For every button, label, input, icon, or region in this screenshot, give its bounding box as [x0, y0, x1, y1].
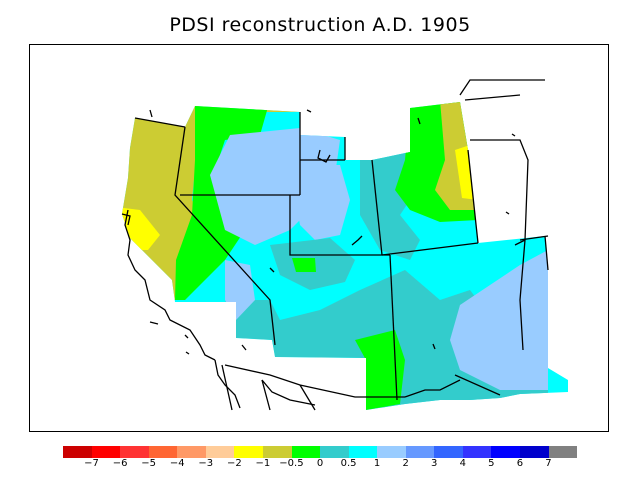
colorbar-swatch	[63, 446, 92, 458]
border-nm-tx	[514, 238, 526, 351]
border-co-north	[381, 242, 479, 256]
border-or-wa	[134, 117, 186, 128]
colorbar-tick-label: 2	[402, 458, 409, 469]
border-az-nm	[389, 254, 398, 401]
fill-value-minus2	[122, 205, 160, 250]
colorbar-tick-label: 5	[488, 458, 495, 469]
border-dakota	[470, 139, 529, 241]
island-10	[432, 343, 436, 350]
island-4	[511, 133, 516, 137]
colorbar-tick-label: 3	[431, 458, 438, 469]
colorbar-swatch	[177, 446, 206, 458]
colorbar-swatch	[548, 446, 578, 458]
island-8	[185, 351, 190, 355]
island-3	[417, 117, 421, 125]
pacific-coast	[124, 209, 216, 361]
colorbar-swatch	[348, 446, 378, 458]
fill-value-0-utah	[292, 258, 316, 272]
colorbar-tick-label: −4	[169, 458, 185, 469]
bay-area	[121, 213, 131, 226]
island-9	[241, 344, 247, 351]
colorbar-tick-label: −0.5	[279, 458, 304, 469]
island-7	[184, 334, 189, 339]
colorbar	[63, 446, 578, 458]
colorbar-swatch	[405, 446, 435, 458]
border-ks-east	[544, 235, 549, 271]
colorbar-swatch	[434, 446, 463, 458]
fill-value-1-2-center	[295, 165, 350, 240]
colorbar-swatch	[520, 446, 549, 458]
colorbar-swatch	[320, 446, 349, 458]
colorbar-ticks: −7 −6 −5 −4 −3 −2 −1 −0.5 0 0.5 1 2 3 4 5 6 7	[0, 458, 640, 472]
map-title: PDSI reconstruction A.D. 1905	[169, 14, 471, 36]
colorbar-swatch	[491, 446, 520, 458]
colorbar-tick-label: 6	[516, 458, 524, 469]
colorbar-swatch	[205, 446, 235, 458]
border-ks-north	[519, 235, 549, 241]
map-frame	[29, 44, 609, 432]
border-sonora-east	[299, 384, 316, 411]
fill-value-1-2-west	[210, 128, 340, 245]
island-1	[149, 109, 153, 118]
colorbar-swatch	[462, 446, 492, 458]
colorbar-tick-label: 0	[316, 458, 324, 469]
island-5	[505, 211, 510, 215]
colorbar-tick-label: −1	[255, 458, 271, 469]
baja-coast	[214, 359, 241, 409]
island-2	[306, 109, 312, 113]
colorbar-tick-label: −3	[198, 458, 214, 469]
island-11	[269, 267, 275, 273]
colorbar-tick-label: 4	[459, 458, 466, 469]
border-mt-north	[464, 94, 521, 101]
border-sonora	[261, 379, 271, 411]
lake-utah	[351, 235, 363, 246]
colorbar-tick-label: 1	[373, 458, 381, 469]
border-wy-west	[371, 159, 383, 256]
colorbar-swatch	[91, 446, 121, 458]
lake-outline	[317, 149, 331, 163]
border-ne-east	[467, 149, 479, 244]
island-6	[149, 321, 159, 325]
colorbar-tick-label: −7	[84, 458, 99, 469]
border-tx-south	[454, 374, 501, 396]
border-ut-west-south	[289, 195, 390, 256]
border-ca-nv	[174, 126, 276, 346]
border-canada	[459, 79, 545, 96]
fill-value-1-2-east	[450, 250, 548, 390]
colorbar-swatch	[148, 446, 178, 458]
colorbar-tick-label: 0.5	[340, 458, 357, 469]
fill-value-minus1-north	[255, 102, 310, 112]
gulf-coast	[261, 379, 316, 406]
colorbar-swatch	[377, 446, 406, 458]
fill-value-0-south	[355, 330, 405, 410]
colorbar-tick-label: −2	[226, 458, 242, 469]
colorbar-tick-label: −5	[141, 458, 157, 469]
colorbar-swatch	[262, 446, 292, 458]
colorbar-tick-label: −6	[112, 458, 128, 469]
colorbar-swatch	[234, 446, 263, 458]
colorbar-swatch	[291, 446, 321, 458]
colorbar-swatch	[120, 446, 149, 458]
border-mexico-east	[404, 379, 461, 398]
colorbar-tick-label: 7	[545, 458, 552, 469]
coastline	[121, 109, 516, 409]
